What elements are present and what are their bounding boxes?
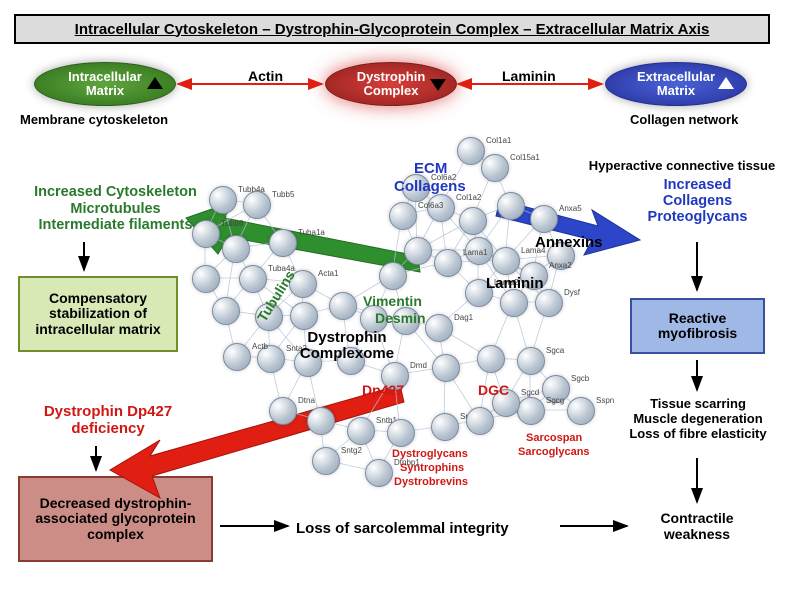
protein-node: Dtna: [269, 397, 297, 425]
protein-node-label: Anxa5: [559, 204, 582, 213]
protein-node: [329, 292, 357, 320]
protein-node: [387, 419, 415, 447]
protein-node-label: Tubb5: [272, 190, 294, 199]
protein-node-label: Dmd: [410, 361, 427, 370]
protein-node: [432, 354, 460, 382]
protein-node-label: Sntg2: [341, 446, 362, 455]
protein-node: Dtnbp1: [365, 459, 393, 487]
protein-node: [497, 192, 525, 220]
protein-network: Col6a2Col1a1Col15a1Col1a2Col6a3Anxa5Anxa…: [0, 0, 788, 591]
protein-node: Col15a1: [481, 154, 509, 182]
complexome-text: Dystrophin Complexome: [300, 329, 394, 362]
annexins-label: Annexins: [535, 234, 603, 251]
protein-node: Lama4: [492, 247, 520, 275]
protein-node: [404, 237, 432, 265]
protein-node: Tuba1a: [269, 229, 297, 257]
protein-node: Anxa5: [530, 205, 558, 233]
protein-node-label: Sgcg: [546, 396, 564, 405]
protein-node: [290, 302, 318, 330]
protein-node: [466, 407, 494, 435]
protein-node: [222, 235, 250, 263]
protein-node-label: Sgca: [546, 346, 564, 355]
protein-node-label: Col6a3: [418, 201, 443, 210]
protein-node: [459, 207, 487, 235]
dystroglycans-label: Dystroglycans: [392, 448, 468, 460]
protein-node: Col1a1: [457, 137, 485, 165]
dystrobrevins-label: Dystrobrevins: [394, 476, 468, 488]
protein-node: Actb: [223, 343, 251, 371]
vimentin-label: Vimentin: [363, 293, 422, 309]
protein-node: [477, 345, 505, 373]
dgc-label: DGC: [478, 382, 509, 398]
protein-node: [379, 262, 407, 290]
protein-node: Tubb4a: [209, 186, 237, 214]
protein-node: Lama1: [434, 249, 462, 277]
protein-node-label: Sgcd: [521, 388, 539, 397]
protein-node: Snta1: [431, 413, 459, 441]
protein-node: Dag1: [425, 314, 453, 342]
protein-node: Sspn: [567, 397, 595, 425]
ecm-label: ECM: [414, 160, 447, 177]
desmin-label: Desmin: [375, 310, 426, 326]
protein-node: Sgca: [517, 347, 545, 375]
complexome-label: Dystrophin Complexome: [282, 330, 412, 362]
protein-node-label: Dtna: [298, 396, 315, 405]
protein-node: Tuba4a: [239, 265, 267, 293]
protein-node-label: Sspn: [596, 396, 614, 405]
protein-node: Col6a3: [389, 202, 417, 230]
diagram-canvas: { "title": "Intracellular Cytoskeleton –…: [0, 0, 788, 591]
protein-node: [500, 289, 528, 317]
sarcospan-label: Sarcospan: [526, 432, 582, 444]
protein-node-label: Dag1: [454, 313, 473, 322]
protein-node: Sgcg: [517, 397, 545, 425]
protein-node-label: Sgcb: [571, 374, 589, 383]
protein-node-label: Tuba1a: [298, 228, 325, 237]
protein-node: Tubb6: [192, 220, 220, 248]
collagens-label: Collagens: [394, 178, 466, 195]
sarcoglycans-label: Sarcoglycans: [518, 446, 590, 458]
protein-node: Sntb1: [347, 417, 375, 445]
syntrophins-label: Syntrophins: [400, 462, 464, 474]
protein-node-label: Lama1: [463, 248, 487, 257]
protein-node-label: Col15a1: [510, 153, 540, 162]
protein-node: [212, 297, 240, 325]
protein-node: Dysf: [535, 289, 563, 317]
protein-node: Sntg2: [312, 447, 340, 475]
protein-node: [307, 407, 335, 435]
protein-node-label: Actb: [252, 342, 268, 351]
protein-node-label: Tubb6: [221, 219, 243, 228]
protein-node: Tubb5: [243, 191, 271, 219]
protein-node: [192, 265, 220, 293]
protein-node-label: Acta1: [318, 269, 338, 278]
protein-node-label: Dysf: [564, 288, 580, 297]
dp427-label: Dp427: [362, 382, 404, 398]
protein-node-label: Col1a1: [486, 136, 511, 145]
protein-node-label: Anxa2: [549, 261, 572, 270]
laminin-center-label: Laminin: [486, 275, 544, 292]
